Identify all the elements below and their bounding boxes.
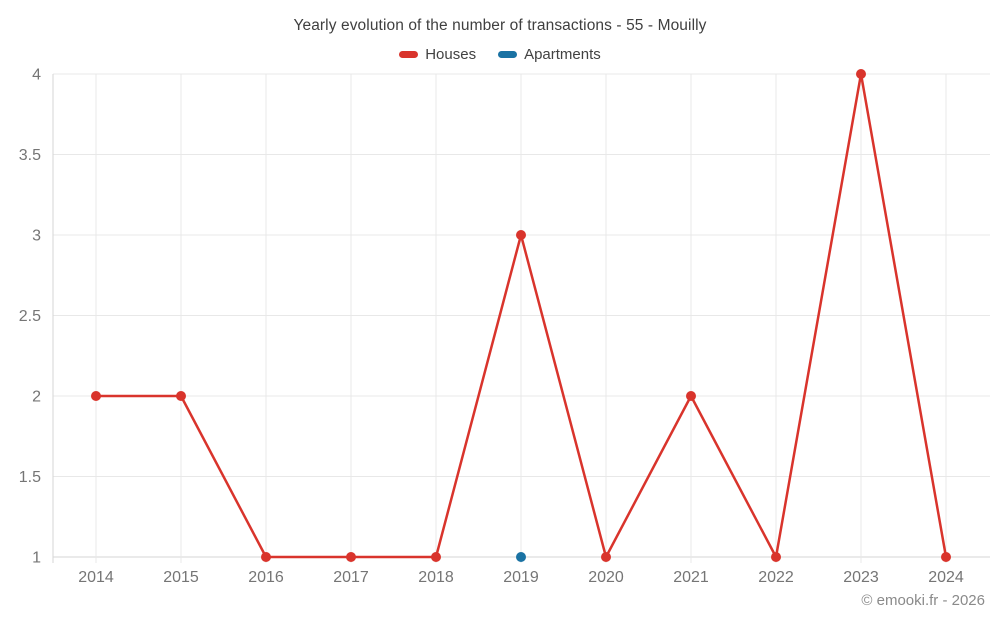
y-axis-tick-label: 4 <box>32 67 41 84</box>
houses-point[interactable] <box>601 552 611 562</box>
y-axis-tick-label: 3 <box>32 228 41 245</box>
houses-point[interactable] <box>176 391 186 401</box>
chart-title: Yearly evolution of the number of transa… <box>293 17 707 34</box>
x-axis-tick-label: 2020 <box>588 569 624 586</box>
houses-point[interactable] <box>91 391 101 401</box>
x-axis-tick-label: 2021 <box>673 569 709 586</box>
x-axis-tick-label: 2014 <box>78 569 114 586</box>
y-axis-tick-label: 2.5 <box>19 308 41 325</box>
y-axis-tick-label: 3.5 <box>19 147 41 164</box>
houses-swatch-icon <box>399 51 419 58</box>
x-axis-tick-label: 2022 <box>758 569 794 586</box>
legend-item-apartments[interactable]: Apartments <box>498 46 601 63</box>
y-axis-tick-label: 1.5 <box>19 469 41 486</box>
x-axis-tick-label: 2024 <box>928 569 964 586</box>
credit: © emooki.fr - 2026 <box>861 592 985 609</box>
houses-point[interactable] <box>261 552 271 562</box>
x-axis-tick-label: 2017 <box>333 569 369 586</box>
x-axis-tick-label: 2015 <box>163 569 199 586</box>
houses-point[interactable] <box>856 69 866 79</box>
houses-point[interactable] <box>686 391 696 401</box>
houses-point[interactable] <box>431 552 441 562</box>
houses-point[interactable] <box>941 552 951 562</box>
y-axis-tick-label: 2 <box>32 389 41 406</box>
apartments-point[interactable] <box>516 552 526 562</box>
legend-item-houses[interactable]: Houses <box>399 46 476 63</box>
x-axis-tick-label: 2018 <box>418 569 454 586</box>
x-axis-tick-label: 2019 <box>503 569 539 586</box>
x-axis-tick-label: 2016 <box>248 569 284 586</box>
y-axis-tick-label: 1 <box>32 550 41 567</box>
houses-point[interactable] <box>771 552 781 562</box>
x-axis-tick-label: 2023 <box>843 569 879 586</box>
legend: Houses Apartments <box>0 46 1000 63</box>
houses-point[interactable] <box>346 552 356 562</box>
apartments-swatch-icon <box>498 51 518 58</box>
houses-point[interactable] <box>516 230 526 240</box>
legend-label-apartments: Apartments <box>524 46 601 63</box>
legend-label-houses: Houses <box>425 46 477 63</box>
